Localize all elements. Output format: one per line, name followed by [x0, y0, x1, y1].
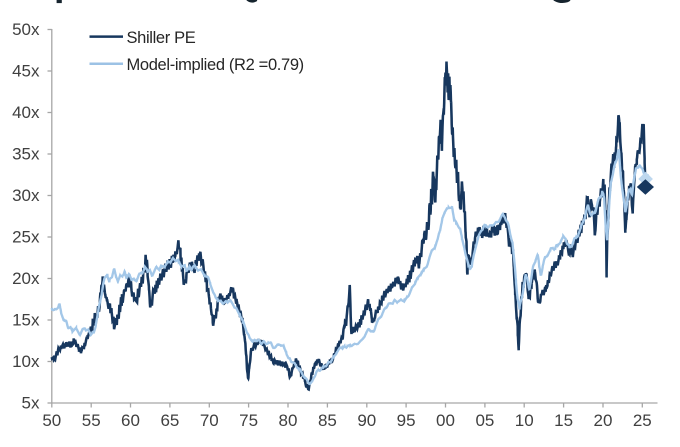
svg-text:50x: 50x — [12, 20, 40, 39]
svg-text:85: 85 — [318, 411, 337, 430]
svg-text:5x: 5x — [22, 394, 40, 413]
svg-text:Model-implied (R2 =0.79): Model-implied (R2 =0.79) — [127, 56, 304, 74]
svg-text:40x: 40x — [12, 103, 40, 122]
svg-text:55: 55 — [82, 411, 101, 430]
svg-text:00: 00 — [436, 411, 455, 430]
svg-text:35x: 35x — [12, 145, 40, 164]
svg-text:10: 10 — [515, 411, 534, 430]
svg-text:25x: 25x — [12, 228, 40, 247]
svg-text:70: 70 — [200, 411, 219, 430]
svg-text:90: 90 — [357, 411, 376, 430]
svg-text:75: 75 — [239, 411, 258, 430]
svg-text:Shiller PE: Shiller PE — [127, 29, 196, 47]
svg-text:60: 60 — [121, 411, 140, 430]
svg-text:50: 50 — [42, 411, 61, 430]
svg-text:20x: 20x — [12, 269, 40, 288]
svg-text:30x: 30x — [12, 186, 40, 205]
svg-text:20: 20 — [594, 411, 613, 430]
svg-text:15: 15 — [554, 411, 573, 430]
svg-text:95: 95 — [397, 411, 416, 430]
svg-text:10x: 10x — [12, 352, 40, 371]
svg-text:80: 80 — [279, 411, 298, 430]
svg-text:45x: 45x — [12, 62, 40, 81]
svg-text:25: 25 — [633, 411, 652, 430]
svg-text:65: 65 — [160, 411, 179, 430]
svg-text:05: 05 — [475, 411, 494, 430]
svg-text:15x: 15x — [12, 311, 40, 330]
